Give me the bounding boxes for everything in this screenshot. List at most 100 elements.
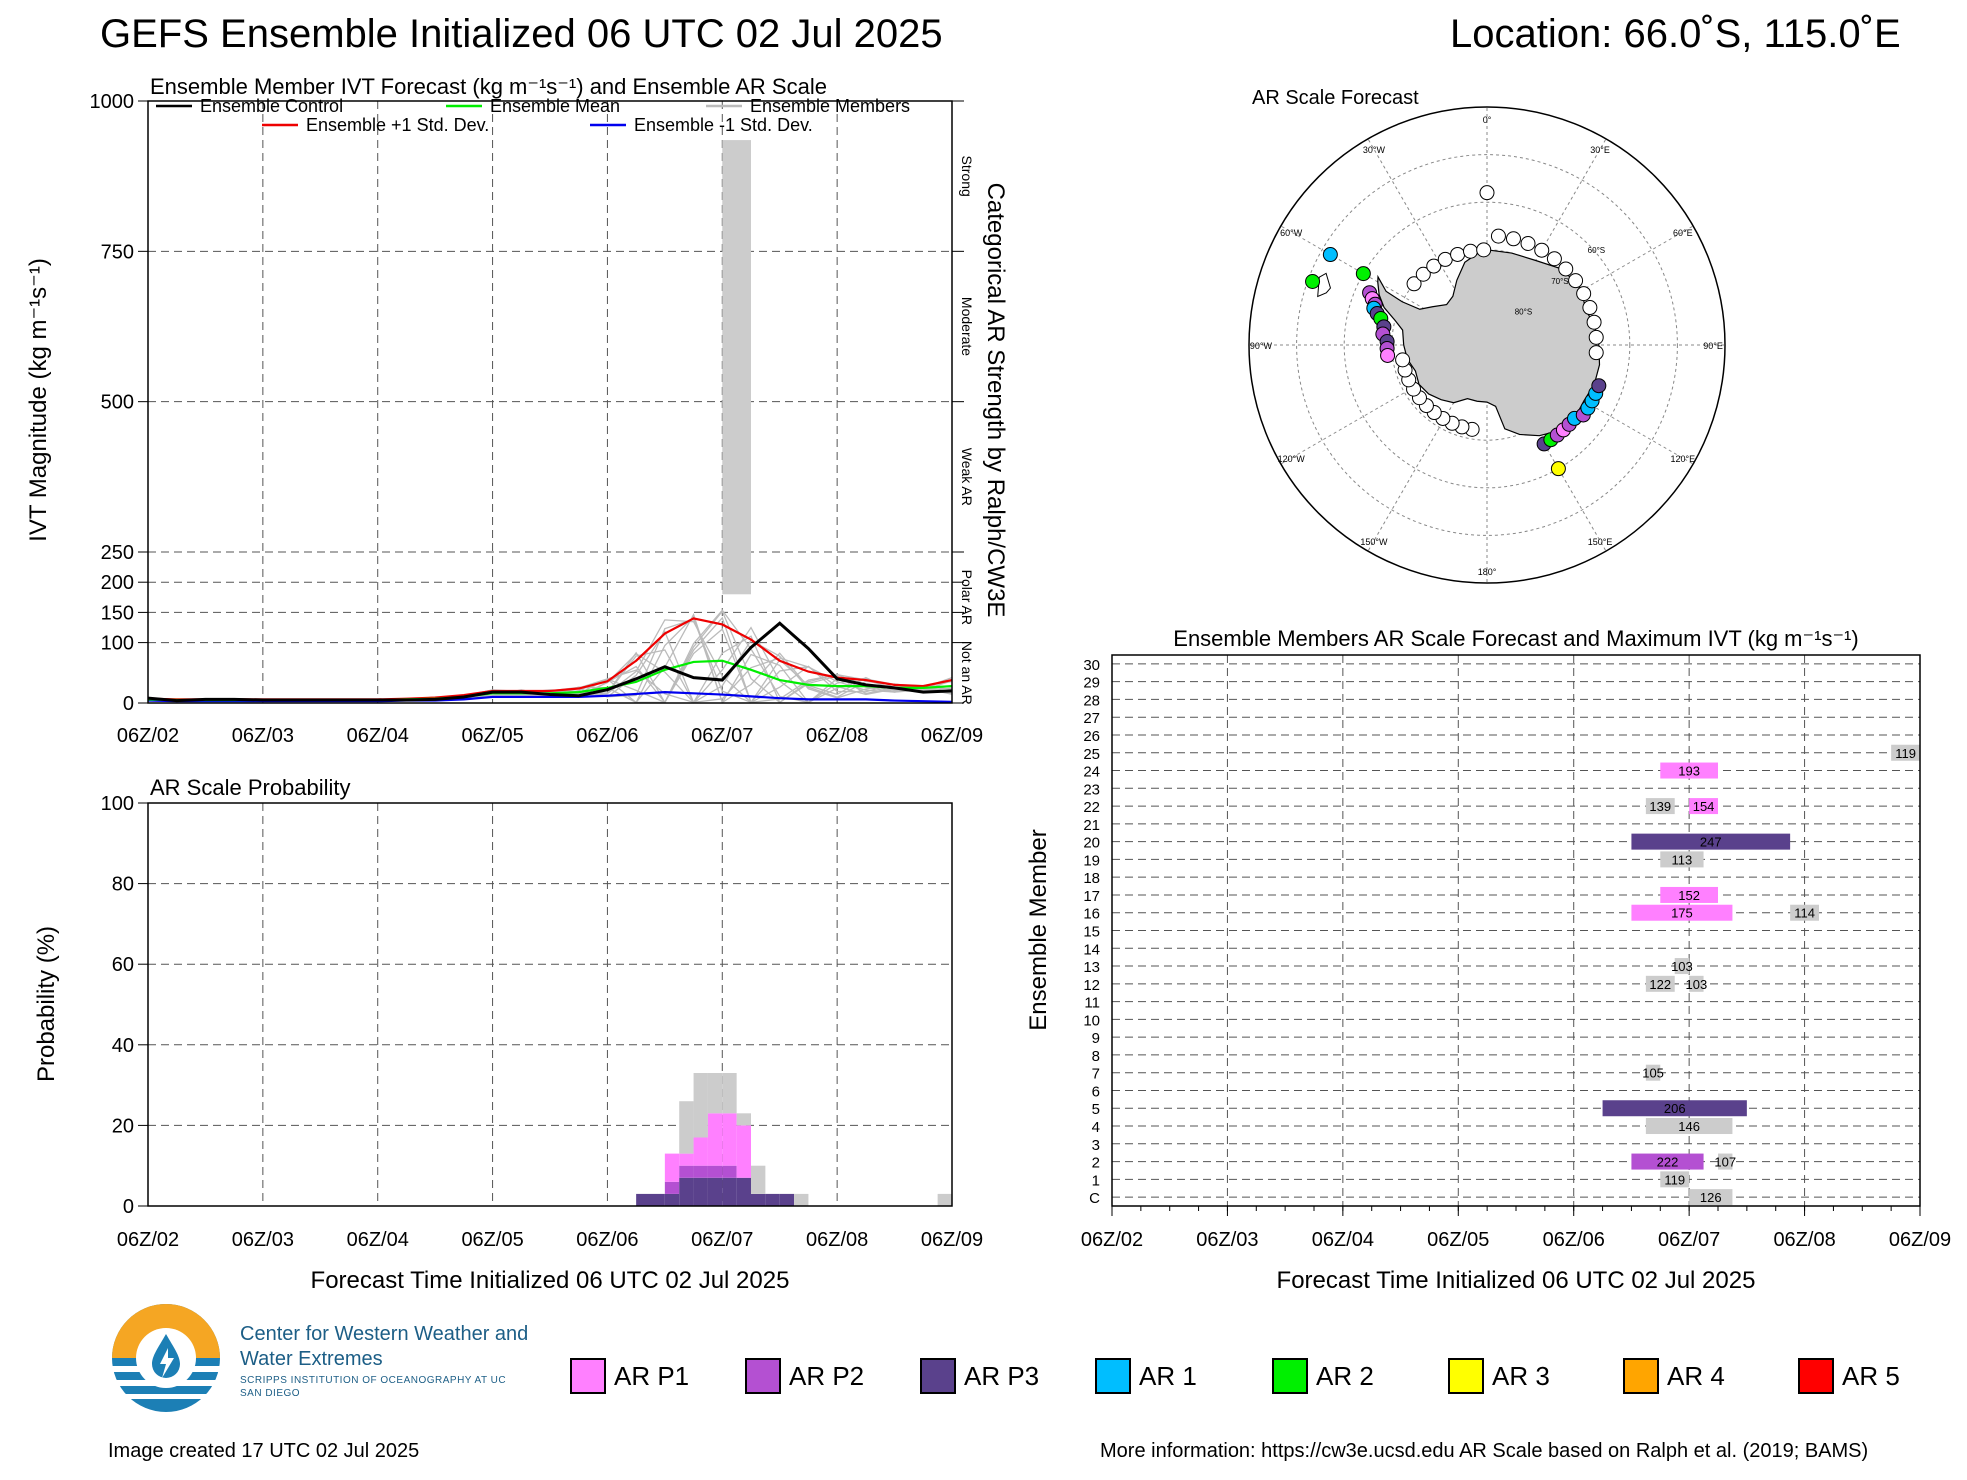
ivt-x-tick-label: 06Z/06 [576,725,638,747]
member-row-label: 15 [1083,924,1100,941]
member-ar-bar [1660,762,1718,779]
ar-legend-item: AR P1 [570,1356,689,1396]
member-max-ivt-label: 114 [1794,906,1815,921]
map-meridian-label: 150°W [1360,537,1388,547]
ar-legend-item: AR 4 [1623,1356,1725,1396]
ar-legend-label: AR 4 [1667,1360,1725,1391]
member-row-label: 9 [1092,1030,1100,1047]
map-meridian [1280,344,1488,465]
location-label: Location: 66.0˚S, 115.0˚E [1450,12,1901,56]
member-ar-bar [1689,798,1718,815]
prob-x-tick-label: 06Z/02 [117,1229,179,1251]
ivt-x-tick-label: 06Z/05 [461,725,523,747]
ivt-member-line [147,612,953,704]
prob-bar-p3 [722,1177,737,1206]
map-ar-point [1591,378,1607,394]
map-meridian-label: 120°E [1670,454,1695,464]
member-row-label: 11 [1084,995,1100,1012]
ar-legend-item: AR P2 [745,1356,864,1396]
map-no-ar-point [1520,235,1536,251]
member-row-label: 28 [1083,692,1100,709]
member-ar-bar [1645,798,1675,815]
member-ar-bar [1660,851,1704,868]
map-meridian-label: 60°E [1673,228,1693,238]
ar-legend-item: AR 2 [1272,1356,1374,1396]
member-ar-bar [1631,1153,1704,1170]
prob-bar-p1 [664,1153,680,1182]
prob-x-tick-label: 06Z/09 [921,1229,983,1251]
prob-bar-p2 [693,1165,708,1178]
member-ar-bar [1689,975,1704,992]
map-no-ar-point [1534,242,1550,258]
map-ar-point [1550,461,1566,477]
ivt-legend-label: Ensemble Control [200,96,343,116]
map-meridian-label: 90°W [1250,341,1273,351]
ar-legend-label: AR 5 [1842,1360,1900,1391]
ivt-x-tick-label: 06Z/08 [806,725,868,747]
ar-legend-swatch [1798,1358,1834,1394]
member-x-tick-label: 06Z/04 [1312,1229,1374,1251]
member-row-label: 19 [1083,852,1100,869]
prob-bar-p1 [693,1137,708,1166]
prob-bar-p3 [693,1177,708,1206]
map-meridian [1486,225,1694,346]
member-row-label: 22 [1083,799,1100,816]
prob-bar-p3 [664,1193,680,1206]
member-max-ivt-label: 206 [1664,1101,1686,1116]
map-no-ar-point [1568,273,1584,289]
member-x-tick-label: 06Z/06 [1543,1229,1605,1251]
prob-y-tick-label: 20 [112,1115,134,1137]
member-max-ivt-label: 126 [1700,1190,1722,1205]
member-ar-bar [1645,1118,1733,1135]
prob-bar-gray [751,1165,766,1194]
member-max-ivt-label: 119 [1664,1172,1685,1187]
prob-bar-gray [794,1193,809,1206]
ar-legend-item: AR P3 [920,1356,1039,1396]
cw3e-logo-icon [112,1304,220,1412]
ivt-y-tick-label: 200 [101,572,134,594]
member-row-label: 1 [1092,1172,1100,1189]
member-max-ivt-label: 107 [1714,1155,1736,1170]
ivt-member-line [147,609,953,704]
page-title: GEFS Ensemble Initialized 06 UTC 02 Jul … [100,12,943,56]
map-no-ar-point [1426,258,1442,274]
ivt-chart-title: Ensemble Member IVT Forecast (kg m⁻¹s⁻¹)… [150,74,827,99]
member-max-ivt-label: 139 [1649,799,1671,814]
ar-legend-swatch [1095,1358,1131,1394]
member-row-label: 21 [1083,817,1100,834]
map-meridian-label: 30°W [1363,145,1386,155]
prob-bar-p3 [707,1177,723,1206]
ivt-x-tick-label: 06Z/07 [691,725,753,747]
ivt-y-tick-label: 100 [101,633,134,655]
map-ar-point [1355,266,1371,282]
map-no-ar-point [1582,300,1598,316]
ivt-legend-label: Ensemble Mean [490,96,620,116]
map-no-ar-point [1586,314,1602,330]
map-no-ar-point [1588,329,1604,345]
member-row-label: 17 [1083,888,1100,905]
ar-legend-swatch [1448,1358,1484,1394]
map-no-ar-point [1415,266,1431,282]
member-ar-bar [1674,958,1690,975]
member-max-ivt-label: 146 [1678,1119,1700,1134]
member-max-ivt-label: 103 [1671,959,1693,974]
member-ar-bar [1718,1153,1733,1170]
member-ar-bar [1645,975,1675,992]
member-row-label: 14 [1083,941,1100,958]
member-max-ivt-label: 152 [1678,888,1700,903]
ivt-series-ensemble-control [147,621,953,703]
ar-legend-label: AR 1 [1139,1360,1197,1391]
map-no-ar-point [1450,246,1466,262]
member-row-label: 6 [1092,1083,1100,1100]
prob-y-tick-label: 0 [123,1196,134,1218]
ar-legend-item: AR 1 [1095,1356,1197,1396]
map-meridian-label: 120°W [1278,454,1306,464]
prob-chart-title: AR Scale Probability [150,775,351,800]
ivt-x-tick-label: 06Z/09 [921,725,983,747]
prob-x-tick-label: 06Z/05 [461,1229,523,1251]
logo-subtitle: SCRIPPS INSTITUTION OF OCEANOGRAPHY AT U… [240,1375,507,1399]
prob-bar-gray [679,1101,694,1154]
member-row-label: 10 [1083,1012,1100,1029]
member-row-label: 29 [1083,675,1100,692]
member-row-label: 3 [1092,1137,1100,1154]
